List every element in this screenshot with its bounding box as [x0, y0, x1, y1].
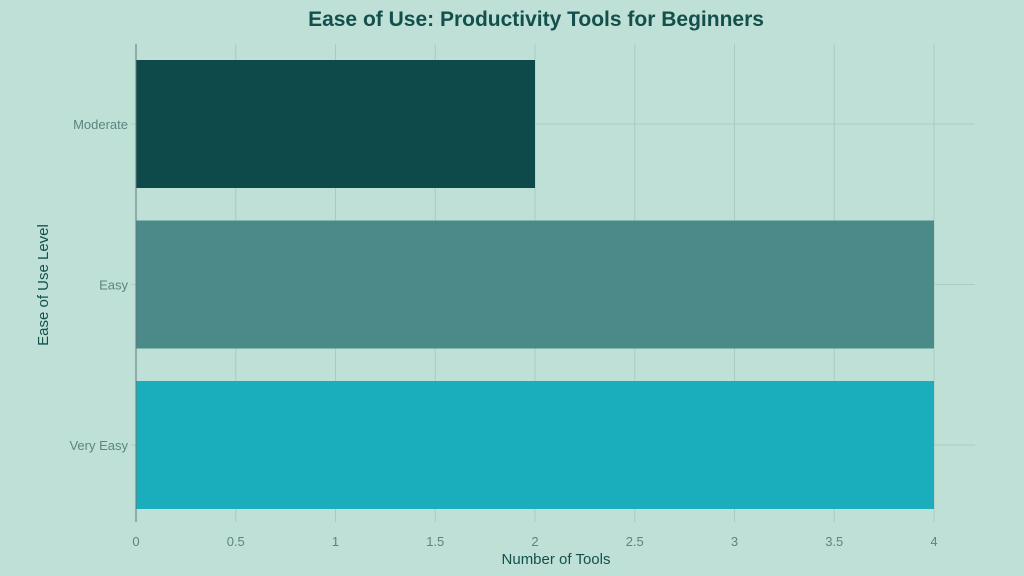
x-tick-label: 1	[332, 534, 339, 549]
bars	[136, 60, 934, 509]
bar-moderate	[136, 60, 535, 188]
x-tick-label: 4	[930, 534, 937, 549]
bar-very-easy	[136, 381, 934, 509]
y-tick-label: Moderate	[73, 117, 128, 132]
y-tick-label: Very Easy	[69, 438, 128, 453]
x-tick-label: 1.5	[426, 534, 444, 549]
x-tick-label: 2	[531, 534, 538, 549]
x-axis-label: Number of Tools	[502, 551, 611, 568]
y-axis-label: Ease of Use Level	[35, 224, 52, 346]
bar-easy	[136, 220, 934, 349]
x-tick-label: 2.5	[626, 534, 644, 549]
x-tick-label: 3	[731, 534, 738, 549]
x-tick-label: 0	[132, 534, 139, 549]
x-tick-label: 0.5	[227, 534, 245, 549]
y-tick-label: Easy	[99, 278, 128, 293]
y-tick-labels: Moderate Easy Very Easy	[69, 117, 128, 453]
chart-title: Ease of Use: Productivity Tools for Begi…	[308, 8, 764, 31]
x-tick-labels: 0 0.5 1 1.5 2 2.5 3 3.5 4	[132, 534, 937, 549]
x-tick-label: 3.5	[825, 534, 843, 549]
